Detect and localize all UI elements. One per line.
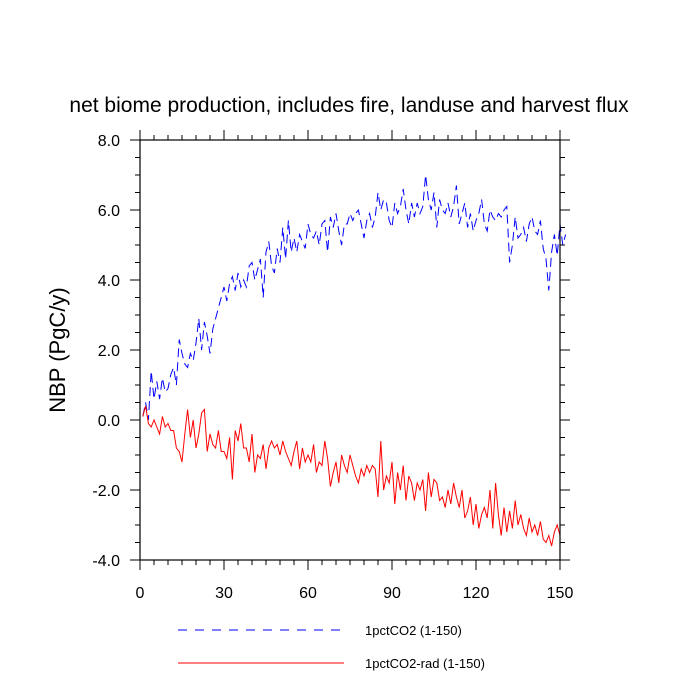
- series-line-2: [142, 405, 561, 547]
- y-tick-label: 8.0: [98, 133, 120, 150]
- x-tick-label: 30: [215, 585, 233, 602]
- chart-title: net biome production, includes fire, lan…: [69, 94, 629, 117]
- x-tick-label: 90: [383, 585, 401, 602]
- y-tick-label: -4.0: [92, 553, 120, 570]
- series-layer: [142, 174, 567, 547]
- x-tick-label: 150: [547, 585, 574, 602]
- legend-label-1: 1pctCO2 (1-150): [365, 623, 462, 638]
- y-tick-label: -2.0: [92, 483, 120, 500]
- x-tick-label: 60: [299, 585, 317, 602]
- y-axis-label: NBP (PgC/y): [45, 287, 70, 413]
- x-tick-label: 120: [463, 585, 490, 602]
- y-tick-label: 2.0: [98, 343, 120, 360]
- x-tick-label: 0: [136, 585, 145, 602]
- axes-layer: 0 30 60 90 120 150 -4.0 -2.0 0.0 2.0 4.0 6.0 8.0: [92, 130, 573, 602]
- series-line-1: [142, 174, 567, 421]
- y-tick-label: 4.0: [98, 273, 120, 290]
- y-tick-label: 6.0: [98, 203, 120, 220]
- legend: 1pctCO2 (1-150) 1pctCO2-rad (1-150): [178, 623, 485, 671]
- y-tick-label: 0.0: [98, 413, 120, 430]
- legend-label-2: 1pctCO2-rad (1-150): [365, 656, 485, 671]
